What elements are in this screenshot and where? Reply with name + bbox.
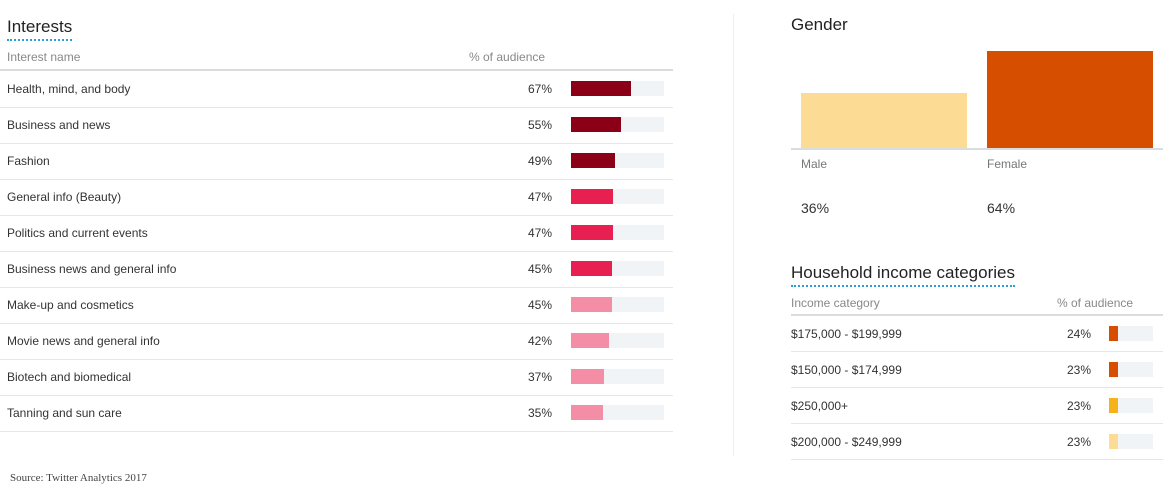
- interest-pct: 42%: [527, 334, 552, 348]
- income-name: $200,000 - $249,999: [791, 435, 902, 449]
- income-bar: [1109, 362, 1118, 377]
- income-row: $175,000 - $199,999 24%: [791, 316, 1163, 352]
- interest-bar: [571, 189, 614, 204]
- interest-name: Politics and current events: [7, 226, 148, 240]
- gender-axis-line: [791, 148, 1163, 150]
- interest-bar: [571, 81, 632, 96]
- income-name: $150,000 - $174,999: [791, 363, 902, 377]
- interest-row: General info (Beauty) 47%: [0, 179, 673, 216]
- interest-bar: [571, 153, 616, 168]
- interest-pct-header: % of audience: [469, 50, 546, 64]
- income-row: $250,000+ 23%: [791, 388, 1163, 424]
- interest-bar-track: [571, 405, 664, 420]
- interest-pct: 37%: [527, 370, 552, 384]
- income-bar-track: [1109, 434, 1153, 449]
- interest-bar: [571, 117, 621, 132]
- interest-bar: [571, 225, 614, 240]
- income-pct: 23%: [1066, 363, 1091, 377]
- interest-row: Fashion 49%: [0, 143, 673, 180]
- interest-pct: 47%: [527, 190, 552, 204]
- header-divider: [791, 314, 1163, 316]
- interests-panel: Interests Interest name % of audience He…: [0, 17, 673, 432]
- interest-row: Movie news and general info 42%: [0, 323, 673, 360]
- interest-row: Business news and general info 45%: [0, 251, 673, 288]
- interest-name-header: Interest name: [7, 50, 81, 64]
- interest-name: Health, mind, and body: [7, 82, 131, 96]
- interest-pct: 67%: [527, 82, 552, 96]
- interest-pct: 35%: [527, 406, 552, 420]
- income-row: $200,000 - $249,999 23%: [791, 424, 1163, 460]
- interest-name: General info (Beauty): [7, 190, 122, 204]
- interest-bar-track: [571, 153, 664, 168]
- interest-name: Make-up and cosmetics: [7, 298, 134, 312]
- interest-bar: [571, 297, 612, 312]
- interest-name: Biotech and biomedical: [7, 370, 132, 384]
- interest-bar: [571, 369, 605, 384]
- header-divider: [0, 69, 673, 71]
- interest-bar-track: [571, 225, 664, 240]
- gender-bar-female: [987, 51, 1153, 148]
- interest-bar-track: [571, 81, 664, 96]
- income-pct: 24%: [1066, 327, 1091, 341]
- interest-bar-track: [571, 297, 664, 312]
- interest-row: Biotech and biomedical 37%: [0, 359, 673, 396]
- income-bar: [1109, 326, 1119, 341]
- interest-name: Tanning and sun care: [7, 406, 122, 420]
- interest-bar-track: [571, 261, 664, 276]
- interest-row: Health, mind, and body 67%: [0, 71, 673, 108]
- interest-bar: [571, 405, 603, 420]
- income-bar-track: [1109, 362, 1153, 377]
- interest-name: Fashion: [7, 154, 50, 168]
- interest-name: Business news and general info: [7, 262, 177, 276]
- interest-pct: 55%: [527, 118, 552, 132]
- income-bar: [1109, 398, 1118, 413]
- gender-label: Male: [801, 157, 828, 171]
- income-pct-header: % of audience: [1057, 296, 1134, 310]
- income-bar-track: [1109, 398, 1153, 413]
- interest-pct: 45%: [527, 298, 552, 312]
- gender-pct: 36%: [801, 200, 830, 216]
- income-row: $150,000 - $174,999 23%: [791, 352, 1163, 388]
- interests-title: Interests: [7, 17, 73, 41]
- gender-title: Gender: [791, 15, 848, 34]
- interest-row: Politics and current events 47%: [0, 215, 673, 252]
- interest-pct: 47%: [527, 226, 552, 240]
- interest-row: Tanning and sun care 35%: [0, 395, 673, 432]
- income-name: $250,000+: [791, 399, 849, 413]
- gender-pct: 64%: [987, 200, 1016, 216]
- interest-pct: 45%: [527, 262, 552, 276]
- source-note: Source: Twitter Analytics 2017: [10, 472, 147, 484]
- gender-label: Female: [987, 157, 1028, 171]
- income-title: Household income categories: [791, 263, 1015, 287]
- interest-bar-track: [571, 117, 664, 132]
- gender-panel: Gender Male 36% Female 64%: [760, 0, 1171, 240]
- interest-bar-track: [571, 189, 664, 204]
- income-bar: [1109, 434, 1118, 449]
- income-bar-track: [1109, 326, 1153, 341]
- income-pct: 23%: [1066, 399, 1091, 413]
- income-name: $175,000 - $199,999: [791, 327, 902, 341]
- interest-bar-track: [571, 333, 664, 348]
- income-category-header: Income category: [791, 296, 880, 310]
- interest-bar-track: [571, 369, 664, 384]
- interest-row: Business and news 55%: [0, 107, 673, 144]
- interest-pct: 49%: [527, 154, 552, 168]
- income-pct: 23%: [1066, 435, 1091, 449]
- interest-bar: [571, 261, 612, 276]
- income-panel: Household income categories Income categ…: [760, 255, 1171, 470]
- gender-bar-male: [801, 93, 967, 148]
- panel-divider: [733, 14, 734, 456]
- interest-name: Movie news and general info: [7, 334, 160, 348]
- interest-row: Make-up and cosmetics 45%: [0, 287, 673, 324]
- interest-name: Business and news: [7, 118, 111, 132]
- interest-bar: [571, 333, 609, 348]
